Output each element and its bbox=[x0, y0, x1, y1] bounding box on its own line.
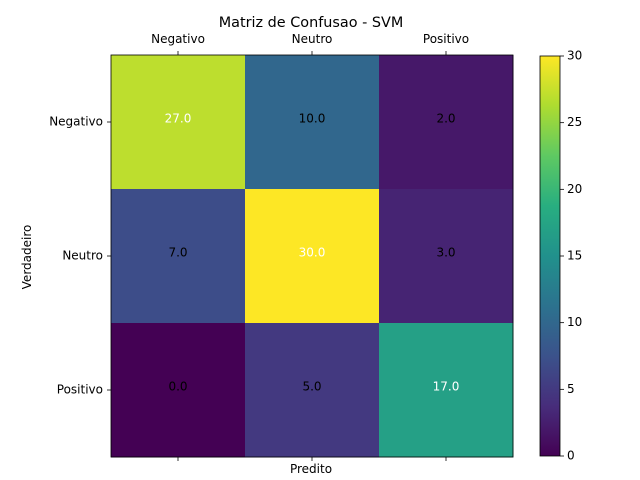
colorbar-tick-label: 25 bbox=[567, 115, 582, 129]
y-tick-label: Neutro bbox=[62, 249, 103, 263]
x-axis-label: Predito bbox=[290, 462, 332, 476]
heatmap-cell-label: 5.0 bbox=[302, 380, 321, 394]
colorbar-tick-label: 0 bbox=[567, 449, 575, 463]
chart-title: Matriz de Confusao - SVM bbox=[219, 15, 404, 31]
x-tick-label: Neutro bbox=[292, 32, 333, 46]
colorbar-tick-label: 5 bbox=[567, 382, 575, 396]
heatmap-cell bbox=[111, 55, 246, 190]
x-axis-ticks: Negativo Neutro Positivo bbox=[151, 32, 469, 461]
heatmap-cell-label: 7.0 bbox=[168, 246, 187, 260]
y-axis-ticks: Negativo Neutro Positivo bbox=[49, 115, 111, 397]
heatmap-cell-label: 17.0 bbox=[433, 380, 460, 394]
heatmap-cell bbox=[111, 323, 246, 458]
y-axis-label: Verdadeiro bbox=[20, 225, 34, 290]
colorbar-tick-label: 30 bbox=[567, 49, 582, 63]
colorbar-tick-label: 20 bbox=[567, 182, 582, 196]
colorbar-gradient bbox=[540, 56, 560, 456]
y-tick-label: Positivo bbox=[57, 383, 103, 397]
heatmap-cell-label: 0.0 bbox=[168, 380, 187, 394]
heatmap-cell-label: 27.0 bbox=[165, 112, 192, 126]
heatmap-cell-label: 2.0 bbox=[436, 112, 455, 126]
heatmap-cell bbox=[379, 55, 514, 190]
heatmap-cell bbox=[379, 323, 514, 458]
heatmap-cell-labels: 27.0 10.0 2.0 7.0 30.0 3.0 0.0 5.0 17.0 bbox=[165, 112, 460, 394]
colorbar-tick-label: 10 bbox=[567, 315, 582, 329]
heatmap-cell-label: 10.0 bbox=[299, 112, 326, 126]
heatmap-cell bbox=[245, 55, 380, 190]
colorbar-tick-label: 15 bbox=[567, 249, 582, 263]
heatmap-cell bbox=[379, 189, 514, 324]
heatmap-cells bbox=[110, 54, 514, 458]
heatmap-cell bbox=[245, 323, 380, 458]
colorbar: 0 5 10 15 20 25 30 bbox=[539, 49, 582, 463]
x-tick-label: Negativo bbox=[151, 32, 205, 46]
heatmap-cell bbox=[245, 189, 380, 324]
heatmap-cell-label: 3.0 bbox=[436, 246, 455, 260]
y-tick-label: Negativo bbox=[49, 115, 103, 129]
heatmap-cell bbox=[111, 189, 246, 324]
heatmap-cell-label: 30.0 bbox=[299, 246, 326, 260]
x-tick-label: Positivo bbox=[423, 32, 469, 46]
